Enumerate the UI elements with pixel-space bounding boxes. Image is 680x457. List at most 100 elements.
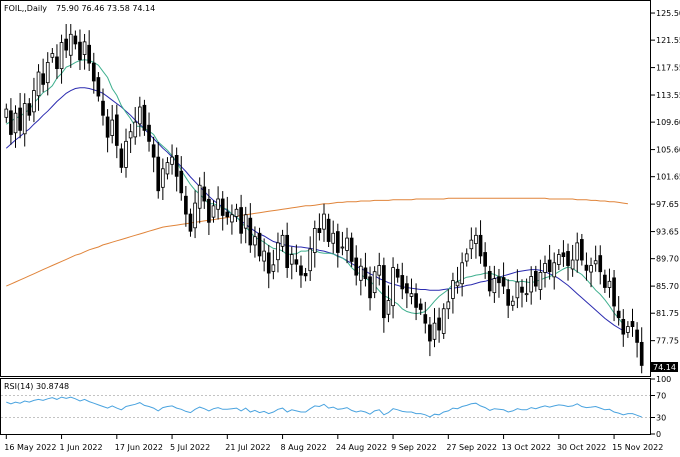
candle-31 [147, 112, 151, 152]
price-tick-label-12: 77.75 [656, 337, 679, 346]
candle-49 [230, 204, 234, 235]
candle-body-98 [455, 281, 460, 287]
x-tick-label-9: 13 Oct 2022 [502, 443, 551, 452]
candle-20 [96, 72, 101, 102]
rsi-tick-label-3: 0 [656, 430, 661, 439]
candle-body-1 [9, 110, 13, 135]
candle-body-133 [616, 310, 621, 319]
candle-body-124 [575, 242, 580, 261]
candle-106 [492, 265, 497, 303]
candle-body-135 [626, 326, 630, 333]
candle-body-121 [561, 252, 566, 258]
candle-92 [428, 316, 432, 357]
candle-88 [409, 278, 414, 305]
candle-58 [271, 249, 276, 280]
candle-body-109 [506, 289, 511, 306]
candle-39 [184, 185, 188, 227]
candle-72 [335, 223, 340, 268]
candle-138 [639, 327, 644, 374]
candle-body-107 [497, 276, 501, 284]
candle-body-51 [239, 207, 243, 234]
candle-body-127 [589, 265, 593, 273]
candle-16 [78, 29, 82, 70]
candle-body-25 [119, 148, 124, 168]
candle-82 [382, 257, 386, 333]
candle-body-118 [547, 259, 552, 273]
price-tick-label-3: 113.55 [656, 91, 680, 100]
candle-body-9 [45, 62, 50, 84]
candle-13 [64, 24, 68, 58]
candle-body-42 [197, 184, 202, 209]
candle-103 [478, 220, 483, 264]
candle-19 [91, 52, 96, 94]
candle-8 [41, 58, 45, 93]
candle-98 [455, 266, 460, 294]
candle-86 [400, 262, 405, 300]
candle-66 [308, 236, 313, 281]
candle-42 [197, 177, 202, 224]
candle-body-90 [418, 303, 423, 310]
candle-55 [257, 227, 262, 262]
x-tick-label-4: 21 Jul 2022 [225, 443, 270, 452]
candle-body-63 [294, 259, 299, 265]
candle-52 [243, 206, 248, 244]
price-tick-label-8: 93.65 [656, 228, 679, 237]
rsi-label: RSI(14) 30.8748 [4, 382, 69, 391]
candle-body-134 [621, 318, 626, 335]
candle-body-74 [345, 237, 349, 251]
price-panel-frame [0, 0, 651, 377]
candle-body-6 [32, 90, 36, 113]
candle-27 [128, 123, 133, 154]
candle-body-35 [165, 162, 170, 175]
candle-body-12 [59, 42, 64, 70]
candle-89 [414, 283, 418, 321]
candle-96 [446, 289, 451, 320]
candle-body-129 [598, 255, 603, 273]
candle-body-131 [607, 280, 612, 288]
candle-body-16 [78, 41, 82, 61]
candle-body-99 [460, 262, 464, 285]
candle-body-39 [184, 195, 188, 215]
candle-84 [391, 257, 395, 319]
candle-134 [621, 309, 626, 347]
candle-body-72 [335, 231, 340, 253]
candle-65 [303, 267, 308, 282]
candle-75 [349, 232, 354, 267]
candle-body-86 [400, 275, 405, 290]
candle-body-40 [188, 213, 193, 232]
candle-body-126 [584, 264, 589, 271]
candle-114 [529, 266, 534, 305]
candle-body-85 [395, 268, 400, 278]
candle-body-128 [593, 260, 598, 265]
candle-body-68 [317, 228, 322, 233]
candle-69 [322, 203, 326, 242]
rsi-tick-label-0: 100 [656, 375, 671, 384]
last-price-label: 74.14 [653, 363, 676, 372]
candle-7 [36, 64, 41, 111]
candle-body-119 [552, 262, 557, 278]
candle-2 [13, 105, 18, 148]
candle-32 [151, 136, 156, 173]
x-tick-label-10: 30 Oct 2022 [557, 443, 606, 452]
symbol-label: FOIL,,Daily [4, 4, 47, 13]
x-tick-label-6: 24 Aug 2022 [336, 443, 387, 452]
price-tick-label-0: 125.50 [656, 9, 680, 18]
last-price-badge [651, 362, 678, 372]
candle-body-36 [170, 156, 174, 165]
candle-body-65 [303, 273, 308, 277]
candle-body-70 [326, 218, 331, 242]
candle-body-45 [211, 205, 216, 218]
candle-23 [110, 104, 115, 144]
candle-94 [437, 307, 441, 343]
candle-body-41 [193, 202, 197, 229]
candle-117 [543, 255, 547, 288]
candle-71 [331, 220, 336, 254]
price-tick-label-10: 85.70 [656, 282, 679, 291]
x-tick-label-1: 1 Jun 2022 [60, 443, 103, 452]
candle-body-116 [538, 271, 543, 290]
candle-30 [142, 99, 147, 136]
x-tick-label-2: 17 Jun 2022 [115, 443, 163, 452]
candle-body-120 [556, 254, 561, 265]
candle-body-2 [13, 112, 18, 134]
